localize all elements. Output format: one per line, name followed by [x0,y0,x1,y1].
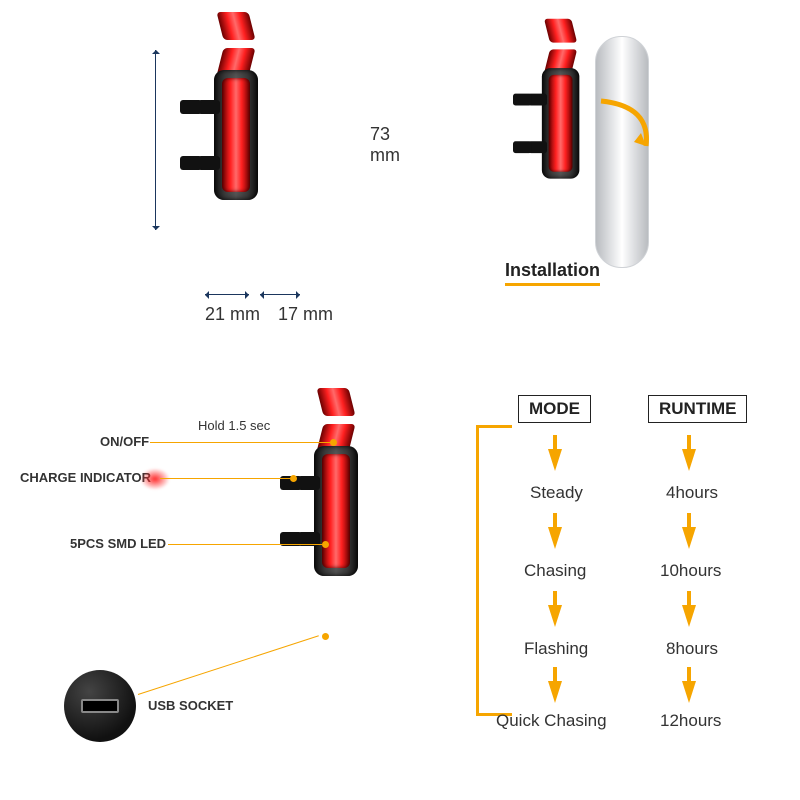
dimension-height-line [155,50,156,230]
arrow-down-icon [548,449,562,478]
callout-line-led [168,544,322,545]
infographic-root: 73 mm 21 mm 17 mm Installation ON/OFF Ho… [0,0,800,800]
arrow-down-icon [682,449,696,478]
runtime-row-label: 10hours [660,561,721,581]
installation-label: Installation [505,260,600,286]
mode-row-label: Quick Chasing [496,711,607,731]
installation-arrow-icon [596,96,656,156]
mode-row-label: Steady [530,483,583,503]
callout-line-charge [160,478,290,479]
dimension-depth-line [260,294,300,295]
mode-header: MODE [518,395,591,423]
dimension-width-label: 21 mm [205,304,260,325]
callout-charge-indicator: CHARGE INDICATOR [20,470,151,485]
callout-led: 5PCS SMD LED [70,536,166,551]
callout-line-on-off [150,442,330,443]
callout-on-off: ON/OFF [100,434,149,449]
runtime-header: RUNTIME [648,395,747,423]
callout-usb: USB SOCKET [148,698,233,713]
mode-row-label: Flashing [524,639,588,659]
arrow-down-icon [682,681,696,710]
mode-row-label: Chasing [524,561,586,581]
arrow-down-icon [682,605,696,634]
callout-line-usb [138,635,319,695]
dimension-width-line [205,294,249,295]
arrow-down-icon [548,605,562,634]
callout-hold: Hold 1.5 sec [198,418,270,433]
arrow-down-icon [548,527,562,556]
runtime-row-label: 8hours [666,639,718,659]
runtime-row-label: 12hours [660,711,721,731]
dimension-height-label: 73 mm [370,124,400,166]
dimension-depth-label: 17 mm [278,304,333,325]
runtime-row-label: 4hours [666,483,718,503]
mode-runtime-diagram: MODE RUNTIME Steady 4hours Chasing 10hou… [470,395,780,755]
arrow-down-icon [682,527,696,556]
usb-socket-icon [64,670,136,742]
arrow-down-icon [548,681,562,710]
